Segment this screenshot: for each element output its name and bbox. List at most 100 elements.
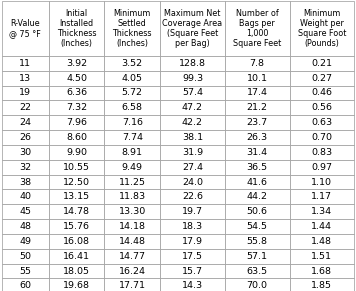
Bar [2, 204, 49, 219]
Text: 54.5: 54.5 [247, 222, 268, 231]
Bar [104, 1, 160, 56]
Bar [160, 204, 225, 219]
Bar [104, 145, 160, 160]
Bar [160, 264, 225, 278]
Bar [2, 115, 49, 130]
Text: 5.72: 5.72 [122, 88, 143, 97]
Bar [160, 71, 225, 86]
Text: 57.1: 57.1 [247, 252, 268, 261]
Text: 7.8: 7.8 [250, 59, 265, 68]
Bar [2, 56, 49, 71]
Bar [104, 175, 160, 189]
Bar [225, 145, 289, 160]
Text: 42.2: 42.2 [182, 118, 203, 127]
Text: 0.97: 0.97 [312, 163, 333, 172]
Bar [104, 264, 160, 278]
Bar [2, 86, 49, 100]
Bar [225, 115, 289, 130]
Bar [2, 175, 49, 189]
Text: 0.21: 0.21 [312, 59, 333, 68]
Bar [49, 100, 104, 115]
Text: 0.63: 0.63 [311, 118, 333, 127]
Text: 7.16: 7.16 [122, 118, 143, 127]
Text: Minimum
Weight per
Square Foot
(Pounds): Minimum Weight per Square Foot (Pounds) [298, 9, 346, 48]
Text: 9.49: 9.49 [122, 163, 143, 172]
Text: 41.6: 41.6 [247, 178, 268, 187]
Bar [289, 204, 354, 219]
Bar [49, 204, 104, 219]
Text: 36.5: 36.5 [247, 163, 268, 172]
Text: 14.3: 14.3 [182, 281, 203, 290]
Text: 8.60: 8.60 [66, 133, 87, 142]
Text: 40: 40 [19, 192, 31, 201]
Text: 11.25: 11.25 [119, 178, 146, 187]
Bar [2, 189, 49, 204]
Text: 32: 32 [19, 163, 31, 172]
Text: 50.6: 50.6 [247, 207, 268, 216]
Text: 1.51: 1.51 [312, 252, 333, 261]
Text: 70.0: 70.0 [247, 281, 268, 290]
Text: 1.10: 1.10 [312, 178, 333, 187]
Bar [2, 100, 49, 115]
Text: 57.4: 57.4 [182, 88, 203, 97]
Bar [225, 100, 289, 115]
Text: 63.5: 63.5 [247, 267, 268, 276]
Bar [160, 100, 225, 115]
Bar [225, 71, 289, 86]
Bar [225, 86, 289, 100]
Text: 44.2: 44.2 [247, 192, 268, 201]
Text: 30: 30 [19, 148, 31, 157]
Text: 11.83: 11.83 [119, 192, 146, 201]
Bar [104, 249, 160, 264]
Text: 11: 11 [19, 59, 31, 68]
Text: 14.48: 14.48 [119, 237, 146, 246]
Bar [2, 278, 49, 291]
Bar [49, 130, 104, 145]
Bar [289, 130, 354, 145]
Text: 19.68: 19.68 [63, 281, 90, 290]
Bar [289, 86, 354, 100]
Text: 15.76: 15.76 [63, 222, 90, 231]
Bar [289, 219, 354, 234]
Text: 16.24: 16.24 [119, 267, 146, 276]
Bar [289, 115, 354, 130]
Text: 1.68: 1.68 [312, 267, 333, 276]
Bar [49, 264, 104, 278]
Text: 1.48: 1.48 [312, 237, 333, 246]
Text: R-Value
@ 75 °F: R-Value @ 75 °F [9, 19, 41, 38]
Text: 0.70: 0.70 [312, 133, 333, 142]
Text: 14.77: 14.77 [119, 252, 146, 261]
Text: 16.08: 16.08 [63, 237, 90, 246]
Text: 6.58: 6.58 [122, 103, 143, 112]
Bar [49, 234, 104, 249]
Bar [289, 100, 354, 115]
Bar [289, 249, 354, 264]
Bar [2, 145, 49, 160]
Bar [49, 1, 104, 56]
Bar [160, 145, 225, 160]
Bar [225, 234, 289, 249]
Text: 22: 22 [19, 103, 31, 112]
Text: 38.1: 38.1 [182, 133, 203, 142]
Bar [104, 160, 160, 175]
Text: 13.15: 13.15 [63, 192, 90, 201]
Bar [225, 56, 289, 71]
Text: 6.36: 6.36 [66, 88, 87, 97]
Text: 49: 49 [19, 237, 31, 246]
Text: 23.7: 23.7 [247, 118, 268, 127]
Text: 27.4: 27.4 [182, 163, 203, 172]
Bar [289, 145, 354, 160]
Text: 7.74: 7.74 [122, 133, 143, 142]
Bar [160, 130, 225, 145]
Text: 13: 13 [19, 74, 31, 83]
Text: 99.3: 99.3 [182, 74, 203, 83]
Bar [289, 234, 354, 249]
Bar [49, 115, 104, 130]
Text: 0.56: 0.56 [312, 103, 333, 112]
Bar [104, 189, 160, 204]
Text: 1.17: 1.17 [312, 192, 333, 201]
Bar [49, 249, 104, 264]
Text: 22.6: 22.6 [182, 192, 203, 201]
Text: 38: 38 [19, 178, 31, 187]
Bar [225, 160, 289, 175]
